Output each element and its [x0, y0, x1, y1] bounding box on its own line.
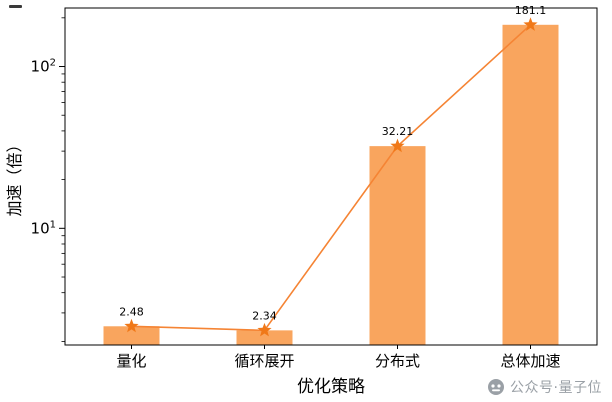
watermark-text: 公众号·量子位 — [510, 380, 602, 396]
bar-分布式 — [369, 146, 426, 345]
speedup-line — [131, 24, 532, 332]
x-tick-label-循环展开: 循环展开 — [234, 352, 294, 370]
y-tick-label: 102 — [31, 58, 56, 76]
bar-总体加速 — [502, 24, 559, 345]
qbitai-logo-icon — [488, 379, 505, 395]
bar-循环展开 — [236, 330, 293, 345]
star-marker-总体加速 — [523, 17, 538, 31]
watermark: 公众号·量子位 — [487, 377, 602, 397]
y-axis-title: 加速（倍） — [5, 136, 24, 216]
star-marker-分布式 — [390, 138, 405, 153]
y-tick-label: 101 — [31, 219, 56, 237]
value-label-总体加速: 181.1 — [515, 4, 547, 17]
x-tick-label-量化: 量化 — [116, 352, 146, 370]
x-tick-label-总体加速: 总体加速 — [500, 352, 560, 370]
stray-mark — [9, 5, 22, 8]
plot-border — [64, 7, 598, 346]
value-label-量化: 2.48 — [119, 305, 144, 318]
star-marker-量化 — [124, 318, 139, 333]
value-label-分布式: 32.21 — [382, 125, 414, 138]
x-tick-label-分布式: 分布式 — [375, 352, 420, 370]
bar-量化 — [103, 326, 160, 345]
star-marker-循环展开 — [257, 322, 272, 337]
x-axis-title: 优化策略 — [297, 377, 365, 397]
value-label-循环展开: 2.34 — [252, 309, 277, 322]
